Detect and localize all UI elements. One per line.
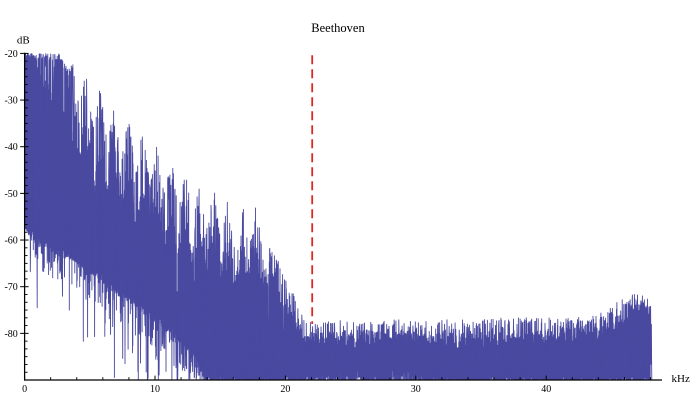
svg-text:10: 10 [150, 384, 160, 395]
svg-text:-40: -40 [4, 142, 17, 153]
svg-text:-20: -20 [4, 49, 17, 60]
svg-text:0: 0 [22, 384, 27, 395]
svg-text:-30: -30 [4, 96, 17, 107]
svg-text:-80: -80 [4, 329, 17, 340]
svg-text:20: 20 [280, 384, 290, 395]
svg-text:-60: -60 [4, 235, 17, 246]
svg-text:40: 40 [541, 384, 551, 395]
svg-text:dB: dB [17, 35, 30, 47]
svg-text:kHz: kHz [672, 373, 690, 385]
svg-text:Beethoven: Beethoven [311, 21, 365, 35]
svg-text:-50: -50 [4, 189, 17, 200]
svg-text:-70: -70 [4, 282, 17, 293]
svg-text:30: 30 [411, 384, 421, 395]
